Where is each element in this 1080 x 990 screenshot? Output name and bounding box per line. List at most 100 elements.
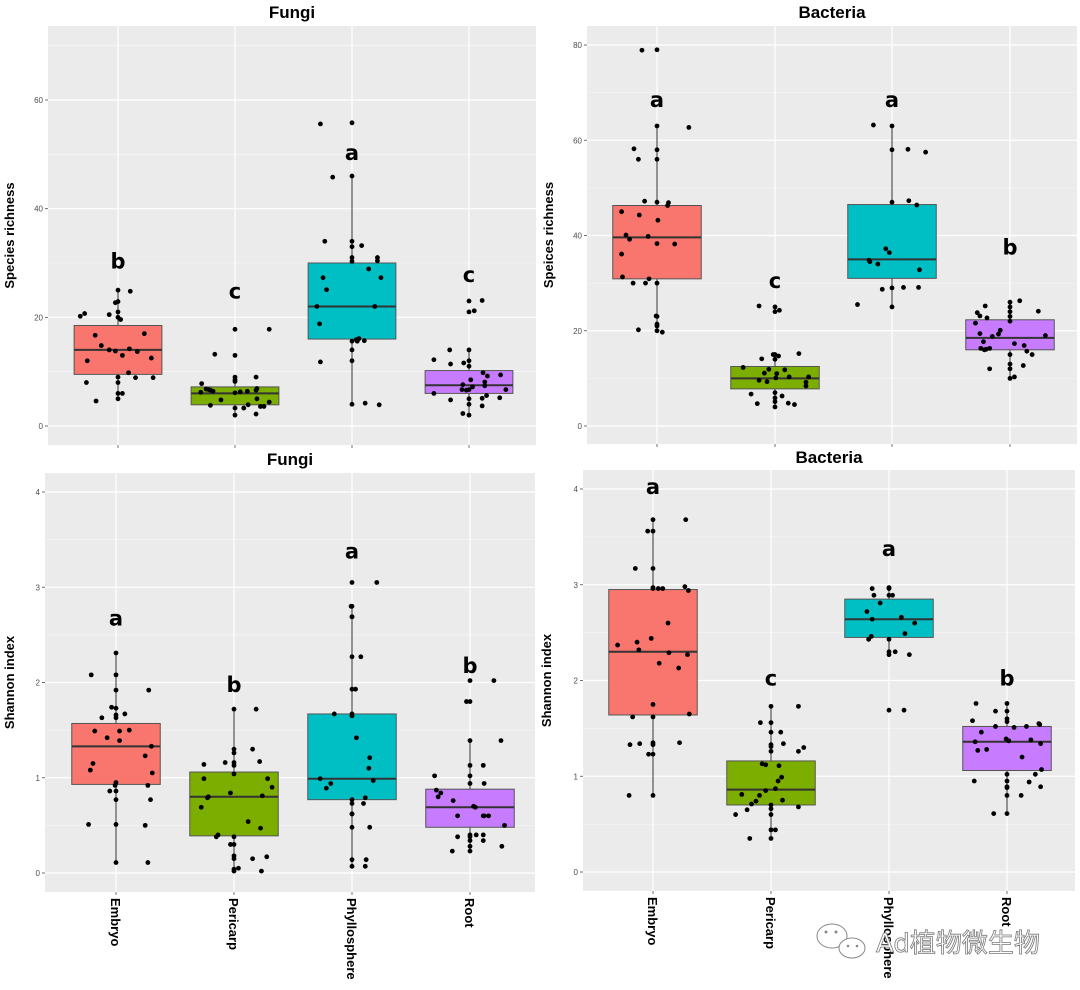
data-point xyxy=(796,804,801,810)
data-point xyxy=(113,687,119,693)
data-point xyxy=(772,356,778,362)
data-point xyxy=(354,735,359,741)
data-point xyxy=(630,280,636,286)
data-point xyxy=(349,338,355,344)
y-tick-label: 4 xyxy=(36,488,41,497)
box-pericarp: c xyxy=(190,279,280,418)
data-point xyxy=(90,761,96,766)
data-point xyxy=(236,865,241,871)
data-point xyxy=(627,742,633,748)
significance-letter: a xyxy=(885,88,899,112)
data-point xyxy=(122,711,128,717)
data-point xyxy=(215,832,221,838)
data-point xyxy=(768,836,774,841)
data-point xyxy=(126,370,131,376)
data-point xyxy=(654,123,660,129)
y-tick-label: 20 xyxy=(34,313,43,322)
data-point xyxy=(989,334,995,339)
significance-letter: b xyxy=(110,249,125,273)
data-point xyxy=(231,706,237,712)
data-point xyxy=(353,686,358,692)
data-point xyxy=(480,762,486,768)
data-point xyxy=(92,332,98,338)
data-point xyxy=(773,786,778,792)
data-point xyxy=(665,620,671,626)
data-point xyxy=(779,393,785,399)
data-point xyxy=(757,720,763,726)
data-point xyxy=(314,304,320,309)
significance-letter: b xyxy=(462,654,477,678)
data-point xyxy=(766,366,772,372)
data-point xyxy=(480,838,486,844)
data-point xyxy=(869,586,875,591)
data-point xyxy=(686,124,692,130)
data-point xyxy=(768,729,774,735)
data-point xyxy=(653,313,659,319)
significance-letter: a xyxy=(650,88,664,112)
data-point xyxy=(914,202,920,208)
data-point xyxy=(362,863,368,869)
data-point xyxy=(886,652,892,658)
data-point xyxy=(467,699,473,704)
data-point xyxy=(901,285,906,290)
data-point xyxy=(1026,779,1032,785)
data-point xyxy=(1035,308,1041,314)
y-tick-label: 2 xyxy=(574,677,579,686)
y-tick-label: 20 xyxy=(573,327,582,336)
data-point xyxy=(978,729,984,735)
data-point xyxy=(643,280,648,286)
data-point xyxy=(349,173,355,179)
data-point xyxy=(655,217,661,223)
data-point xyxy=(88,672,94,678)
data-point xyxy=(113,705,119,711)
data-point xyxy=(320,275,326,281)
data-point xyxy=(768,748,774,754)
data-point xyxy=(485,373,490,379)
data-point xyxy=(146,687,152,693)
y-axis-label: Shannon index xyxy=(2,635,17,729)
data-point xyxy=(997,327,1003,333)
significance-letter: c xyxy=(463,263,475,287)
data-point xyxy=(993,724,998,729)
data-point xyxy=(264,854,270,860)
data-point xyxy=(318,359,323,365)
data-point xyxy=(1007,309,1013,315)
data-point xyxy=(1024,724,1029,729)
data-point xyxy=(367,755,373,761)
data-point xyxy=(86,822,91,827)
wechat-eye xyxy=(846,944,850,948)
data-point xyxy=(1004,785,1010,791)
wechat-eye xyxy=(834,930,838,934)
box-phyllosphere: a xyxy=(844,537,934,713)
data-point xyxy=(871,592,877,598)
y-axis-label: Species richness xyxy=(2,182,17,288)
data-point xyxy=(615,642,620,648)
data-point xyxy=(650,742,656,748)
panel-title: Fungi xyxy=(269,3,315,22)
data-point xyxy=(996,331,1001,337)
data-point xyxy=(199,381,205,387)
data-point xyxy=(1007,318,1013,324)
data-point xyxy=(115,391,121,396)
data-point xyxy=(113,860,119,865)
data-point xyxy=(480,832,486,838)
data-point xyxy=(127,346,132,352)
box-phyllosphere: a xyxy=(307,120,397,408)
watermark: Ad植物微生物 xyxy=(816,923,1040,959)
data-point xyxy=(228,842,233,847)
box-phyllosphere: a xyxy=(307,540,397,869)
data-point xyxy=(502,822,507,828)
significance-letter: a xyxy=(882,537,896,561)
data-point xyxy=(481,781,487,786)
significance-letter: c xyxy=(769,269,781,293)
x-tick-label: Root xyxy=(999,897,1014,927)
panel-title: Fungi xyxy=(267,450,313,469)
data-point xyxy=(749,801,754,807)
data-point xyxy=(757,793,762,798)
data-point xyxy=(231,842,237,847)
data-point xyxy=(656,660,662,666)
data-point xyxy=(359,243,365,249)
data-point xyxy=(232,326,238,332)
data-point xyxy=(349,120,355,126)
data-point xyxy=(877,600,883,606)
